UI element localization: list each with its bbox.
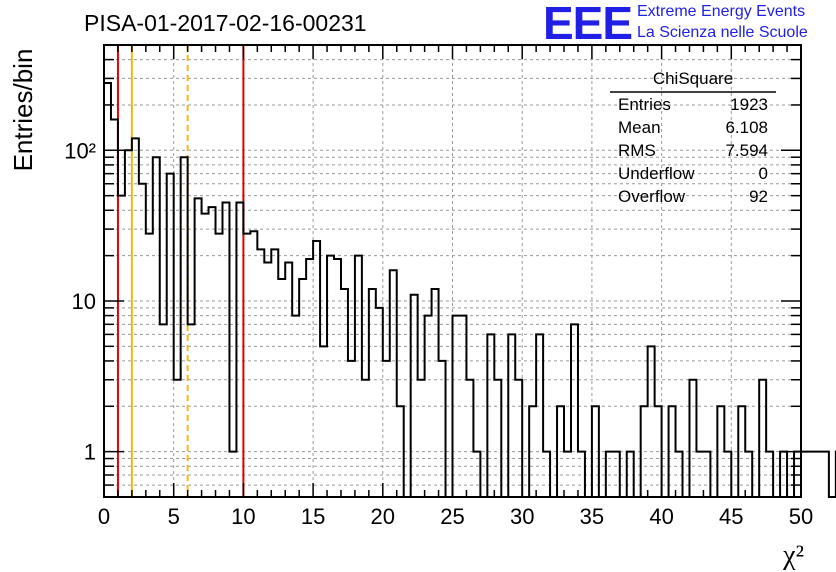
logo-line-1: Extreme Energy Events xyxy=(637,3,806,20)
eee-logo: EEE xyxy=(543,0,633,49)
x-tick-label: 20 xyxy=(371,504,395,529)
x-tick-label: 10 xyxy=(231,504,255,529)
x-tick-label: 35 xyxy=(580,504,604,529)
stats-box: ChiSquare Entries 1923 Mean 6.108 RMS 7.594 Un… xyxy=(610,69,776,206)
x-axis-label: χ² xyxy=(782,540,804,571)
x-tick-label: 50 xyxy=(789,504,813,529)
y-axis-label: Entries/bin xyxy=(8,49,38,172)
x-tick-label: 25 xyxy=(440,504,464,529)
stats-label: RMS xyxy=(618,141,656,160)
axis-ticks xyxy=(103,44,802,498)
stats-value: 6.108 xyxy=(725,118,768,137)
tick-labels: 0 5 10 15 20 25 30 35 40 45 50 1 10 10² xyxy=(64,138,813,529)
x-tick-label: 40 xyxy=(649,504,673,529)
stats-title: ChiSquare xyxy=(653,69,733,88)
stats-value: 0 xyxy=(759,164,768,183)
y-tick-label: 1 xyxy=(84,440,96,465)
stats-label: Overflow xyxy=(618,187,686,206)
x-tick-label: 0 xyxy=(98,504,110,529)
x-tick-label: 30 xyxy=(510,504,534,529)
logo-line-2: La Scienza nelle Scuole xyxy=(637,24,808,41)
y-tick-label: 10² xyxy=(64,138,96,163)
stats-label: Mean xyxy=(618,118,661,137)
x-tick-label: 45 xyxy=(719,504,743,529)
x-tick-label: 15 xyxy=(301,504,325,529)
histogram-series xyxy=(103,81,836,498)
stats-value: 92 xyxy=(749,187,768,206)
stats-value: 1923 xyxy=(730,95,768,114)
x-tick-label: 5 xyxy=(168,504,180,529)
y-tick-label: 10 xyxy=(72,289,96,314)
chart-title: PISA-01-2017-02-16-00231 xyxy=(84,10,367,36)
stats-label: Entries xyxy=(618,95,671,114)
stats-value: 7.594 xyxy=(725,141,768,160)
stats-label: Underflow xyxy=(618,164,695,183)
